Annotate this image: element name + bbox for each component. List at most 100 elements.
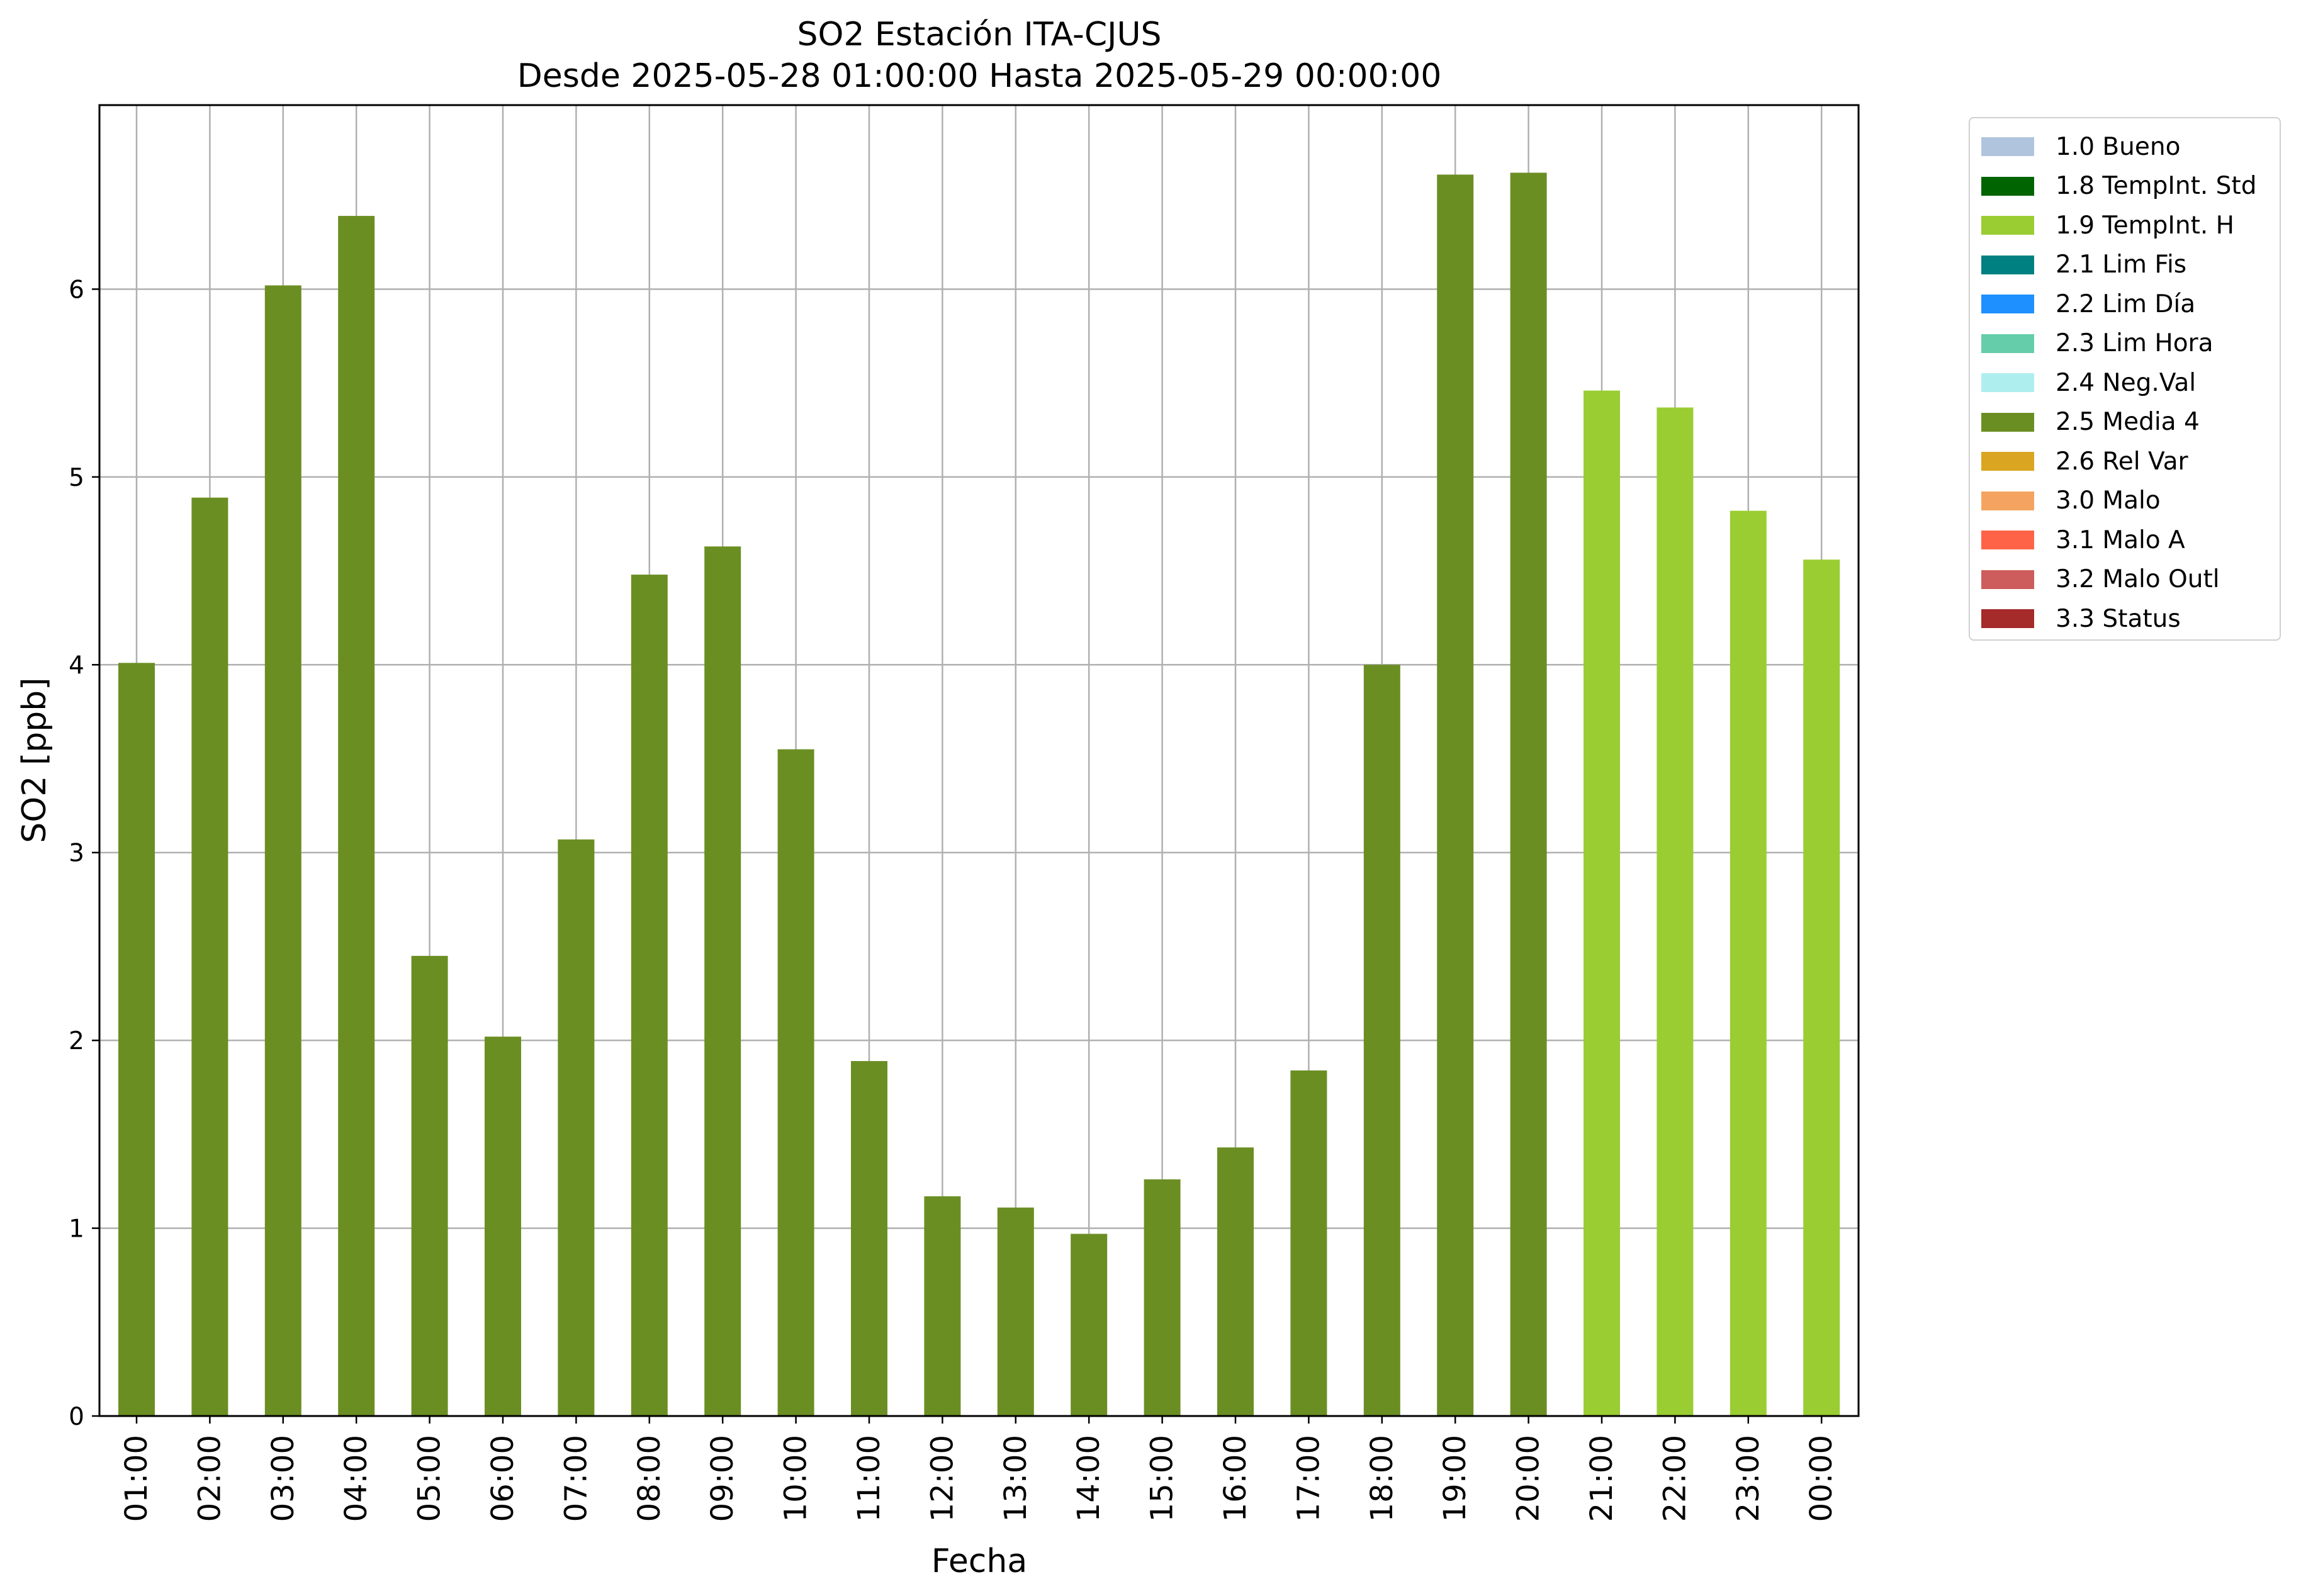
bar-19:00 (1437, 174, 1474, 1417)
y-axis: 0 1 2 3 4 5 6 (69, 276, 99, 1431)
legend-item: 3.3 Status (1981, 599, 2181, 638)
legend-label: 3.3 Status (2056, 604, 2181, 633)
legend-item: 3.0 Malo (1981, 481, 2161, 520)
y-tick-label: 5 (69, 464, 84, 492)
x-tick-label: 09:00 (705, 1435, 740, 1522)
legend-swatch (1981, 373, 2034, 392)
legend-item: 2.4 Neg.Val (1981, 363, 2196, 402)
x-axis-label: Fecha (931, 1543, 1027, 1580)
legend-swatch (1981, 491, 2034, 510)
legend-item: 2.2 Lim Día (1981, 284, 2195, 323)
legend-label: 1.9 TempInt. H (2056, 211, 2234, 240)
bars (118, 172, 1840, 1417)
legend-label: 2.1 Lim Fis (2056, 250, 2187, 279)
bar-16:00 (1217, 1147, 1254, 1416)
legend-item: 1.8 TempInt. Std (1981, 167, 2256, 206)
x-tick-label: 12:00 (925, 1435, 960, 1522)
bar-23:00 (1730, 510, 1767, 1417)
legend-label: 2.3 Lim Hora (2056, 329, 2214, 357)
legend-label: 1.8 TempInt. Std (2056, 172, 2257, 200)
x-tick-label: 23:00 (1731, 1435, 1766, 1522)
legend-item: 2.5 Media 4 (1981, 403, 2200, 442)
legend-swatch (1981, 609, 2034, 628)
x-tick-label: 17:00 (1291, 1435, 1326, 1522)
legend-label: 3.2 Malo Outl (2056, 565, 2220, 593)
y-tick-label: 4 (69, 651, 84, 680)
y-tick-label: 2 (69, 1027, 84, 1055)
bar-21:00 (1584, 390, 1620, 1416)
legend-swatch (1981, 570, 2034, 589)
legend-swatch (1981, 255, 2034, 274)
x-tick-label: 21:00 (1584, 1435, 1619, 1522)
bar-02:00 (191, 497, 228, 1416)
x-tick-label: 01:00 (119, 1435, 154, 1522)
x-tick-label: 03:00 (266, 1435, 301, 1522)
bar-10:00 (777, 749, 814, 1416)
x-tick-label: 13:00 (998, 1435, 1033, 1522)
x-tick-label: 04:00 (339, 1435, 374, 1522)
legend-item: 1.9 TempInt. H (1981, 206, 2234, 245)
legend-label: 2.6 Rel Var (2056, 447, 2188, 476)
bar-14:00 (1071, 1234, 1108, 1416)
bar-04:00 (338, 216, 375, 1416)
bar-18:00 (1363, 665, 1400, 1416)
x-tick-label: 20:00 (1511, 1435, 1546, 1522)
bar-08:00 (631, 575, 668, 1416)
legend-item: 3.1 Malo A (1981, 520, 2185, 559)
legend-item: 3.2 Malo Outl (1981, 560, 2220, 599)
bar-11:00 (851, 1060, 887, 1416)
legend-label: 2.2 Lim Día (2056, 289, 2196, 318)
bar-07:00 (558, 839, 595, 1416)
x-tick-label: 15:00 (1145, 1435, 1180, 1522)
legend-label: 3.0 Malo (2056, 486, 2161, 515)
x-tick-label: 18:00 (1364, 1435, 1400, 1522)
legend-item: 2.1 Lim Fis (1981, 245, 2186, 284)
legend-item: 2.3 Lim Hora (1981, 324, 2214, 363)
x-tick-label: 10:00 (779, 1435, 814, 1522)
legend-swatch (1981, 295, 2034, 313)
bar-20:00 (1510, 172, 1547, 1417)
x-tick-label: 06:00 (485, 1435, 520, 1522)
legend-item: 2.6 Rel Var (1981, 442, 2188, 481)
bar-22:00 (1657, 407, 1694, 1416)
bar-05:00 (411, 955, 448, 1416)
bar-17:00 (1290, 1070, 1327, 1416)
y-axis-label: SO2 [ppb] (16, 677, 53, 843)
x-tick-label: 14:00 (1071, 1435, 1106, 1522)
chart-title: SO2 Estación ITA-CJUS (797, 16, 1161, 53)
bar-03:00 (264, 285, 301, 1417)
x-tick-label: 07:00 (558, 1435, 594, 1522)
bar-13:00 (997, 1207, 1034, 1416)
x-tick-label: 00:00 (1804, 1435, 1839, 1522)
legend-label: 1.0 Bueno (2056, 132, 2181, 161)
legend-swatch (1981, 137, 2034, 156)
plot-frame (98, 104, 1860, 1417)
x-tick-label: 16:00 (1218, 1435, 1253, 1522)
x-tick-label: 19:00 (1437, 1435, 1473, 1522)
legend-swatch (1981, 176, 2034, 196)
legend-label: 2.5 Media 4 (2056, 408, 2200, 436)
bar-09:00 (704, 546, 741, 1416)
y-tick-label: 3 (69, 840, 84, 868)
legend-swatch (1981, 334, 2034, 353)
legend-swatch (1981, 216, 2034, 235)
y-tick-label: 6 (69, 276, 84, 304)
legend-swatch (1981, 412, 2034, 432)
bar-12:00 (924, 1196, 961, 1416)
legend-swatch (1981, 452, 2034, 471)
x-tick-label: 08:00 (632, 1435, 667, 1522)
bar-01:00 (118, 663, 155, 1416)
bar-06:00 (485, 1037, 521, 1416)
legend: 1.0 Bueno 1.8 TempInt. Std 1.9 TempInt. H 2… (1969, 117, 2281, 641)
bar-00:00 (1803, 559, 1840, 1416)
x-tick-label: 05:00 (412, 1435, 447, 1522)
x-tick-label: 11:00 (852, 1435, 887, 1522)
legend-item: 1.0 Bueno (1981, 127, 2180, 166)
chart-subtitle: Desde 2025-05-28 01:00:00 Hasta 2025-05-… (517, 57, 1442, 95)
y-tick-label: 0 (69, 1403, 84, 1431)
legend-swatch (1981, 531, 2034, 549)
x-tick-label: 22:00 (1657, 1435, 1692, 1522)
legend-label: 3.1 Malo A (2056, 525, 2185, 554)
x-axis: 01:00 02:00 03:00 04:00 05:00 06:00 07:00 08:00… (119, 1416, 1839, 1522)
